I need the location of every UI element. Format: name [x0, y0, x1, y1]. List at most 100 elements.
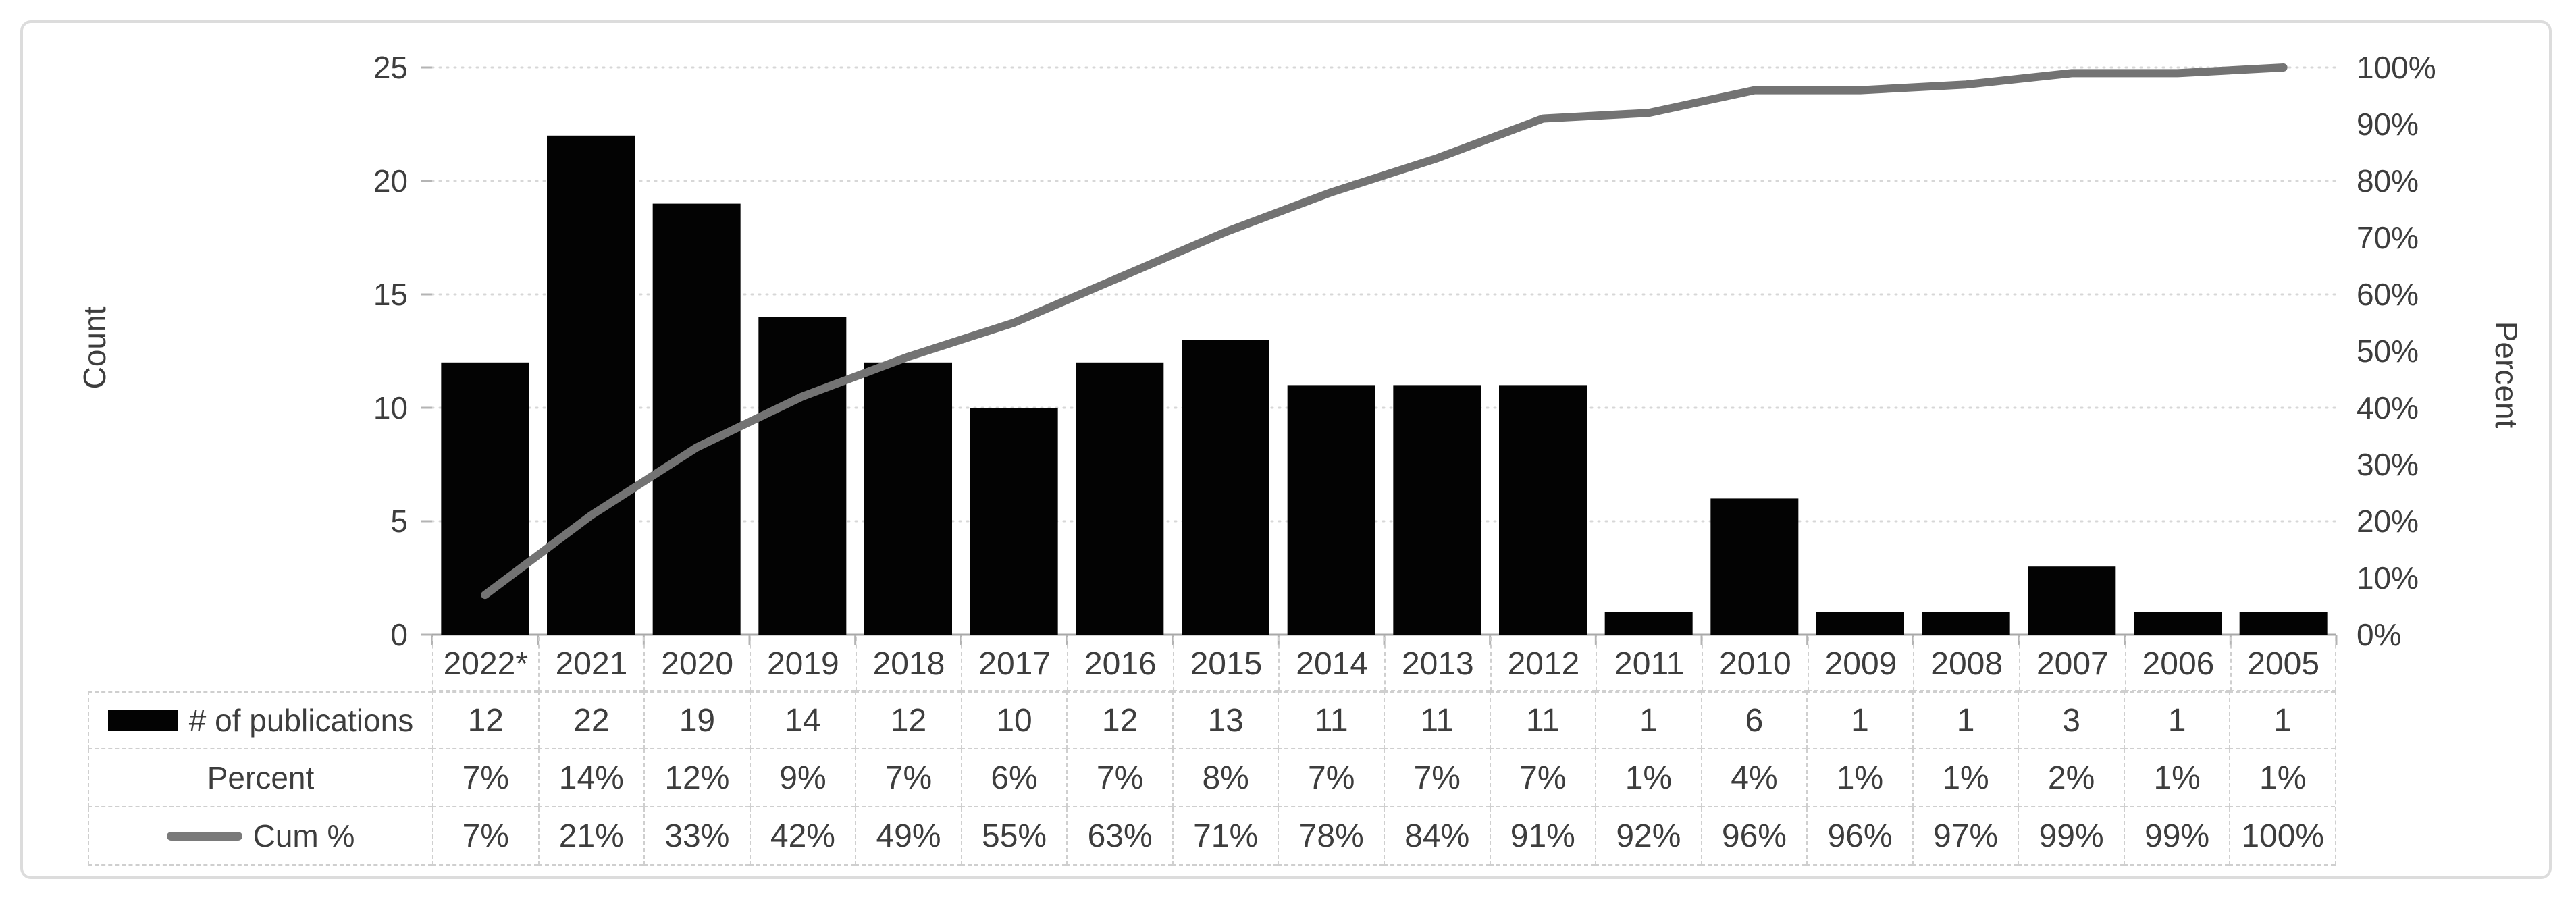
x-axis-label-2016: 2016: [1067, 637, 1173, 691]
table-cell: 1: [2229, 691, 2335, 749]
bar-2007: [2028, 566, 2116, 635]
legend-cell-ofpublications: # of publications: [88, 691, 432, 749]
x-axis-label-2006: 2006: [2124, 637, 2231, 691]
x-axis-label-2015: 2015: [1172, 637, 1279, 691]
x-axis-label-2017: 2017: [961, 637, 1067, 691]
table-cell: 13: [1172, 691, 1278, 749]
table-cell: 96%: [1806, 807, 1912, 866]
bar-2011: [1604, 612, 1693, 635]
right-tick-label: 40%: [2357, 390, 2419, 425]
right-axis-tick-labels: 100% 90% 80% 70% 60% 50% 40% 30% 20% 10% 0%: [2357, 50, 2519, 652]
bar-2008: [1922, 612, 2010, 635]
table-cell: 1: [1912, 691, 2018, 749]
table-cell: 3: [2018, 691, 2124, 749]
table-cell: 12: [432, 691, 538, 749]
table-cell: 10: [960, 691, 1067, 749]
bar-2014: [1287, 385, 1375, 635]
right-tick-label: 60%: [2357, 277, 2419, 312]
table-cell: 19: [643, 691, 750, 749]
left-tick-label: 5: [390, 504, 408, 539]
table-cell: 8%: [1172, 749, 1278, 807]
x-axis-label-2012: 2012: [1490, 637, 1596, 691]
table-cell: 1%: [1806, 749, 1912, 807]
table-cell: 1: [1806, 691, 1912, 749]
left-tick-label: 25: [373, 50, 408, 85]
bar-2005: [2239, 612, 2328, 635]
table-cell: 100%: [2229, 807, 2335, 866]
bar-swatch-icon: [107, 710, 178, 731]
legend-label: # of publications: [188, 703, 414, 738]
data-table: # of publications 12 22 19 14 12 10 12 13 11 11 11 1…: [88, 691, 2336, 866]
left-tick-label: 10: [373, 390, 408, 425]
table-cell: 1: [2123, 691, 2230, 749]
x-axis-label-2013: 2013: [1384, 637, 1490, 691]
table-cell: 55%: [960, 807, 1067, 866]
right-tick-label: 30%: [2357, 447, 2419, 482]
bar-2019: [758, 317, 847, 635]
right-tick-label: 0%: [2357, 617, 2402, 652]
table-cell: 7%: [432, 807, 538, 866]
x-axis-label-2005: 2005: [2230, 637, 2336, 691]
x-axis-category-row: 2022* 2021 2020 2019 2018 2017 2016 2015 2014 201…: [432, 637, 2336, 691]
bar-2010: [1710, 498, 1799, 635]
table-cell: 91%: [1489, 807, 1596, 866]
table-cell: 11: [1489, 691, 1596, 749]
bar-2016: [1076, 362, 1164, 635]
right-tick-label: 80%: [2357, 163, 2419, 198]
right-tick-label: 20%: [2357, 504, 2419, 539]
bar-2006: [2134, 612, 2222, 635]
table-cell: 99%: [2123, 807, 2230, 866]
table-cell: 84%: [1384, 807, 1490, 866]
bar-2015: [1182, 340, 1269, 635]
table-cell: 7%: [1489, 749, 1596, 807]
right-tick-label: 100%: [2357, 50, 2436, 85]
table-cell: 14%: [537, 749, 644, 807]
table-cell: 11: [1278, 691, 1384, 749]
table-cell: 22: [537, 691, 644, 749]
table-cell: 42%: [749, 807, 856, 866]
bar-2020: [652, 203, 741, 635]
table-cell: 1%: [1912, 749, 2018, 807]
right-tick-label: 70%: [2357, 220, 2419, 255]
table-cell: 1%: [1595, 749, 1701, 807]
table-cell: 7%: [855, 749, 961, 807]
x-axis-label-2011: 2011: [1596, 637, 1702, 691]
x-axis-label-2007: 2007: [2019, 637, 2125, 691]
table-cell: 96%: [1700, 807, 1807, 866]
left-tick-label: 0: [390, 617, 408, 652]
left-tick-label: 20: [373, 163, 408, 198]
table-cell: 9%: [749, 749, 856, 807]
table-cell: 12: [855, 691, 961, 749]
right-tick-label: 90%: [2357, 107, 2419, 142]
legend-cell-cum%: Cum %: [88, 807, 432, 866]
x-axis-label-2009: 2009: [1807, 637, 1914, 691]
table-cell: 7%: [432, 749, 538, 807]
bar-2017: [970, 408, 1058, 635]
bar-2013: [1393, 385, 1481, 635]
bar-2009: [1816, 612, 1904, 635]
table-cell: 21%: [537, 807, 644, 866]
table-cell: 78%: [1278, 807, 1384, 866]
table-cell: 12%: [643, 749, 750, 807]
x-axis-label-2014: 2014: [1278, 637, 1384, 691]
legend-label: Cum %: [253, 818, 355, 853]
table-cell: 49%: [855, 807, 961, 866]
legend-label: Percent: [207, 760, 315, 795]
right-tick-label: 10%: [2357, 560, 2419, 595]
x-axis-label-2008: 2008: [1913, 637, 2019, 691]
table-cell: 99%: [2018, 807, 2124, 866]
table-cell: 92%: [1595, 807, 1701, 866]
table-cell: 4%: [1700, 749, 1807, 807]
table-cell: 2%: [2018, 749, 2124, 807]
table-cell: 11: [1384, 691, 1490, 749]
cumulative-percent-line: [481, 63, 2288, 600]
table-cell: 97%: [1912, 807, 2018, 866]
bar-2022: [441, 362, 529, 635]
bar-2021: [547, 135, 635, 635]
table-cell: 7%: [1278, 749, 1384, 807]
x-axis-label-2022: 2022*: [432, 637, 538, 691]
table-cell: 33%: [643, 807, 750, 866]
bar-2018: [864, 362, 952, 635]
x-axis-label-2019: 2019: [750, 637, 856, 691]
